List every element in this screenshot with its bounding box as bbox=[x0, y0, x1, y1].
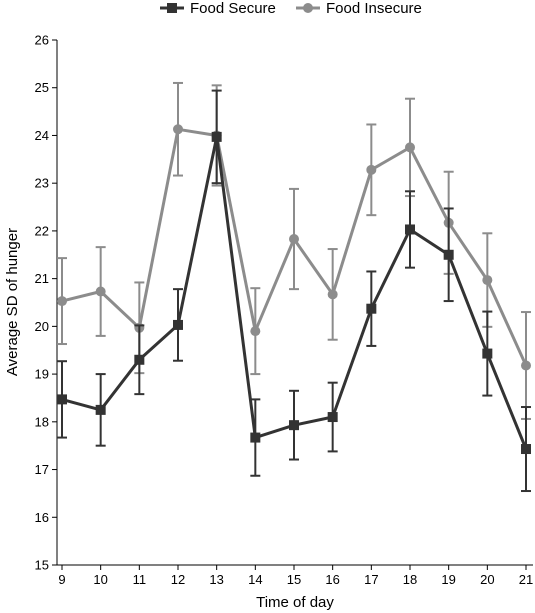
data-point bbox=[366, 303, 377, 314]
y-tick-label: 15 bbox=[35, 558, 49, 573]
data-point bbox=[173, 319, 183, 330]
y-tick-label: 24 bbox=[35, 128, 49, 143]
data-point bbox=[250, 432, 261, 443]
x-axis-title: Time of day bbox=[256, 594, 334, 611]
y-tick-label: 16 bbox=[35, 510, 49, 525]
x-tick-label: 10 bbox=[93, 572, 107, 587]
series-food-secure bbox=[57, 89, 531, 493]
y-tick-label: 26 bbox=[35, 33, 49, 48]
x-tick-label: 9 bbox=[58, 572, 65, 587]
legend-label: Food Insecure bbox=[326, 0, 422, 17]
legend-item: Food Secure bbox=[160, 0, 276, 17]
data-point bbox=[405, 224, 415, 235]
data-point bbox=[327, 289, 338, 300]
data-point bbox=[57, 296, 67, 307]
data-point bbox=[482, 275, 493, 286]
legend: Food Secure Food Insecure bbox=[160, 0, 422, 17]
x-tick-label: 12 bbox=[171, 572, 185, 587]
legend-marker bbox=[303, 3, 313, 13]
data-point bbox=[95, 286, 106, 297]
y-tick-label: 18 bbox=[35, 414, 49, 429]
data-point bbox=[366, 164, 377, 175]
data-point bbox=[95, 404, 106, 415]
x-tick-label: 20 bbox=[480, 572, 494, 587]
y-ticks: 15 16 17 18 19 20 21 22 23 24 25 26 bbox=[35, 33, 57, 573]
data-point bbox=[521, 444, 531, 455]
x-tick-label: 19 bbox=[441, 572, 455, 587]
x-tick-label: 18 bbox=[403, 572, 417, 587]
data-point bbox=[250, 326, 261, 337]
data-point bbox=[134, 354, 145, 365]
legend-item: Food Insecure bbox=[296, 0, 422, 17]
data-point bbox=[482, 348, 493, 359]
x-tick-label: 13 bbox=[209, 572, 223, 587]
y-tick-label: 20 bbox=[35, 319, 49, 334]
data-point bbox=[289, 420, 299, 431]
x-tick-label: 17 bbox=[364, 572, 378, 587]
y-tick-label: 25 bbox=[35, 80, 49, 95]
axes bbox=[56, 40, 533, 566]
y-tick-label: 23 bbox=[35, 176, 49, 191]
series-layer bbox=[57, 81, 531, 493]
y-tick-label: 21 bbox=[35, 271, 49, 286]
data-point bbox=[443, 249, 454, 260]
x-tick-label: 11 bbox=[133, 572, 147, 587]
legend-label: Food Secure bbox=[190, 0, 276, 17]
data-point bbox=[327, 412, 338, 423]
data-point bbox=[211, 131, 222, 142]
x-tick-label: 15 bbox=[287, 572, 301, 587]
y-axis-title: Average SD of hunger bbox=[4, 228, 21, 376]
data-point bbox=[405, 142, 415, 153]
x-tick-label: 21 bbox=[519, 572, 533, 587]
y-tick-label: 19 bbox=[35, 367, 49, 382]
data-point bbox=[57, 394, 67, 405]
legend-marker bbox=[167, 3, 177, 13]
data-point bbox=[173, 124, 183, 135]
x-tick-label: 14 bbox=[248, 572, 262, 587]
data-point bbox=[289, 234, 299, 245]
x-ticks: 9 10 11 12 13 14 15 16 17 18 19 20 21 bbox=[58, 565, 533, 587]
series-food-insecure bbox=[57, 81, 531, 420]
data-point bbox=[521, 360, 531, 371]
y-tick-label: 17 bbox=[35, 462, 49, 477]
x-tick-label: 16 bbox=[325, 572, 339, 587]
y-tick-label: 22 bbox=[35, 223, 49, 238]
